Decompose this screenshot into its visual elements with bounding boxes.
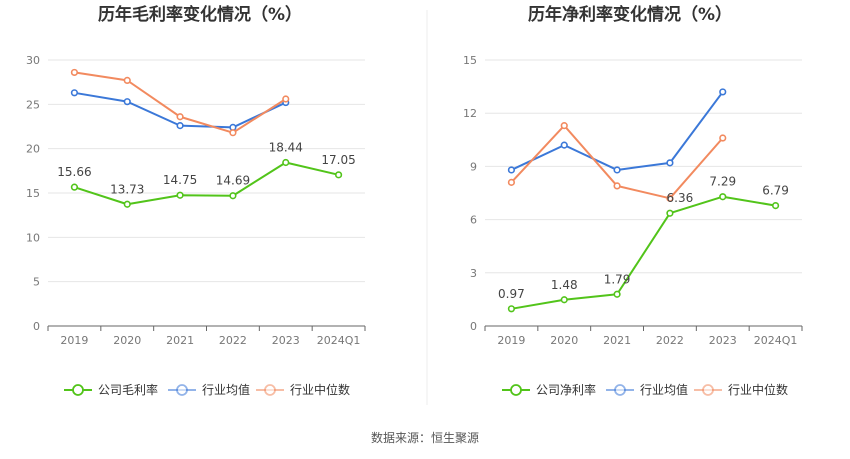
company-point	[70, 183, 79, 191]
legend-item-industry-avg[interactable]: 行业均值	[606, 382, 688, 397]
industry-median-point	[560, 122, 568, 130]
data-label: 1.79	[604, 272, 631, 286]
company-point	[560, 296, 568, 304]
chart-title: 历年毛利率变化情况（%）	[98, 4, 302, 25]
industry-avg-point	[560, 141, 568, 149]
industry-avg-point	[719, 88, 727, 96]
net-margin-chart: 历年净利率变化情况（%） 0 3 6 9 12 15 2019 2020 2021 2022 2023…	[463, 4, 803, 397]
legend-item-industry-median[interactable]: 行业中位数	[256, 382, 350, 397]
legend-label: 行业中位数	[728, 382, 788, 397]
legend-item-company[interactable]: 公司净利率	[502, 382, 596, 397]
company-line	[511, 195, 776, 310]
chart-title: 历年净利率变化情况（%）	[528, 4, 732, 25]
data-label: 1.48	[551, 278, 578, 292]
legend-label: 行业均值	[202, 382, 250, 397]
company-point	[666, 209, 674, 217]
legend-marker-icon	[176, 384, 188, 396]
company-point	[176, 191, 184, 199]
gross-margin-chart: 历年毛利率变化情况（%） 0 5 10 15 20 25 30 2019 2020 2021 2022…	[26, 4, 366, 397]
y-tick-label: 25	[26, 98, 40, 111]
x-tick-label: 2022	[656, 334, 684, 347]
industry-avg-point	[70, 89, 79, 97]
x-tick-label: 2024Q1	[317, 334, 361, 347]
x-tick-label: 2022	[219, 334, 247, 347]
x-tick-label: 2023	[272, 334, 300, 347]
y-tick-label: 30	[26, 54, 40, 67]
legend-marker-icon	[264, 384, 276, 396]
industry-median-point	[70, 68, 79, 77]
data-label: 17.05	[321, 153, 355, 167]
y-tick-label: 0	[33, 320, 40, 333]
y-tick-label: 10	[26, 231, 40, 244]
y-tick-label: 3	[470, 267, 477, 280]
legend-marker-icon	[614, 384, 626, 396]
data-label: 6.79	[762, 184, 789, 198]
y-tick-label: 15	[26, 187, 40, 200]
company-line	[74, 161, 339, 206]
industry-median-point	[666, 194, 674, 202]
legend-marker-icon	[510, 384, 522, 396]
data-label: 15.66	[57, 165, 91, 179]
y-tick-label: 12	[463, 107, 477, 120]
y-tick-label: 20	[26, 143, 40, 156]
industry-avg-point	[123, 98, 131, 106]
legend-item-industry-median[interactable]: 行业中位数	[694, 382, 788, 397]
company-point	[507, 305, 516, 313]
industry-median-point	[507, 178, 516, 186]
industry-avg-point	[613, 166, 621, 174]
data-label: 14.75	[163, 173, 197, 187]
industry-avg-point	[666, 159, 674, 167]
data-label: 6.36	[667, 191, 694, 205]
x-tick-label: 2020	[113, 334, 141, 347]
industry-median-point	[123, 76, 131, 84]
y-tick-label: 5	[33, 276, 40, 289]
company-point	[771, 201, 780, 210]
x-tick-label: 2024Q1	[754, 334, 798, 347]
data-source-note: 数据来源：恒生聚源	[371, 430, 479, 445]
data-label: 14.69	[216, 174, 250, 188]
y-tick-label: 9	[470, 160, 477, 173]
industry-median-point	[613, 182, 621, 190]
y-tick-label: 6	[470, 214, 477, 227]
company-point	[613, 290, 621, 298]
y-tick-label: 0	[470, 320, 477, 333]
data-label: 18.44	[269, 140, 303, 154]
industry-avg-point	[176, 122, 184, 130]
company-point	[334, 171, 343, 179]
legend-label: 行业均值	[640, 382, 688, 397]
x-tick-label: 2019	[60, 334, 88, 347]
company-point	[719, 193, 727, 201]
x-tick-label: 2023	[709, 334, 737, 347]
company-point	[229, 192, 237, 200]
legend-item-industry-avg[interactable]: 行业均值	[168, 382, 250, 397]
data-label: 0.97	[498, 287, 525, 301]
x-tick-label: 2020	[550, 334, 578, 347]
x-tick-label: 2021	[603, 334, 631, 347]
industry-median-point	[229, 129, 237, 137]
industry-median-point	[282, 95, 290, 103]
company-point	[282, 158, 290, 167]
x-tick-label: 2021	[166, 334, 194, 347]
legend-item-company[interactable]: 公司毛利率	[64, 382, 158, 397]
y-tick-label: 15	[463, 54, 477, 67]
industry-avg-line	[510, 91, 724, 171]
legend-label: 行业中位数	[290, 382, 350, 397]
legend-label: 公司净利率	[536, 382, 596, 397]
legend-label: 公司毛利率	[98, 382, 158, 397]
data-label: 13.73	[110, 182, 144, 196]
industry-avg-point	[507, 166, 516, 174]
industry-median-point	[176, 113, 184, 121]
legend-marker-icon	[72, 384, 84, 396]
data-label: 7.29	[709, 175, 736, 189]
x-tick-label: 2019	[497, 334, 525, 347]
legend-marker-icon	[702, 384, 714, 396]
industry-median-point	[719, 134, 727, 142]
company-point	[123, 200, 131, 208]
